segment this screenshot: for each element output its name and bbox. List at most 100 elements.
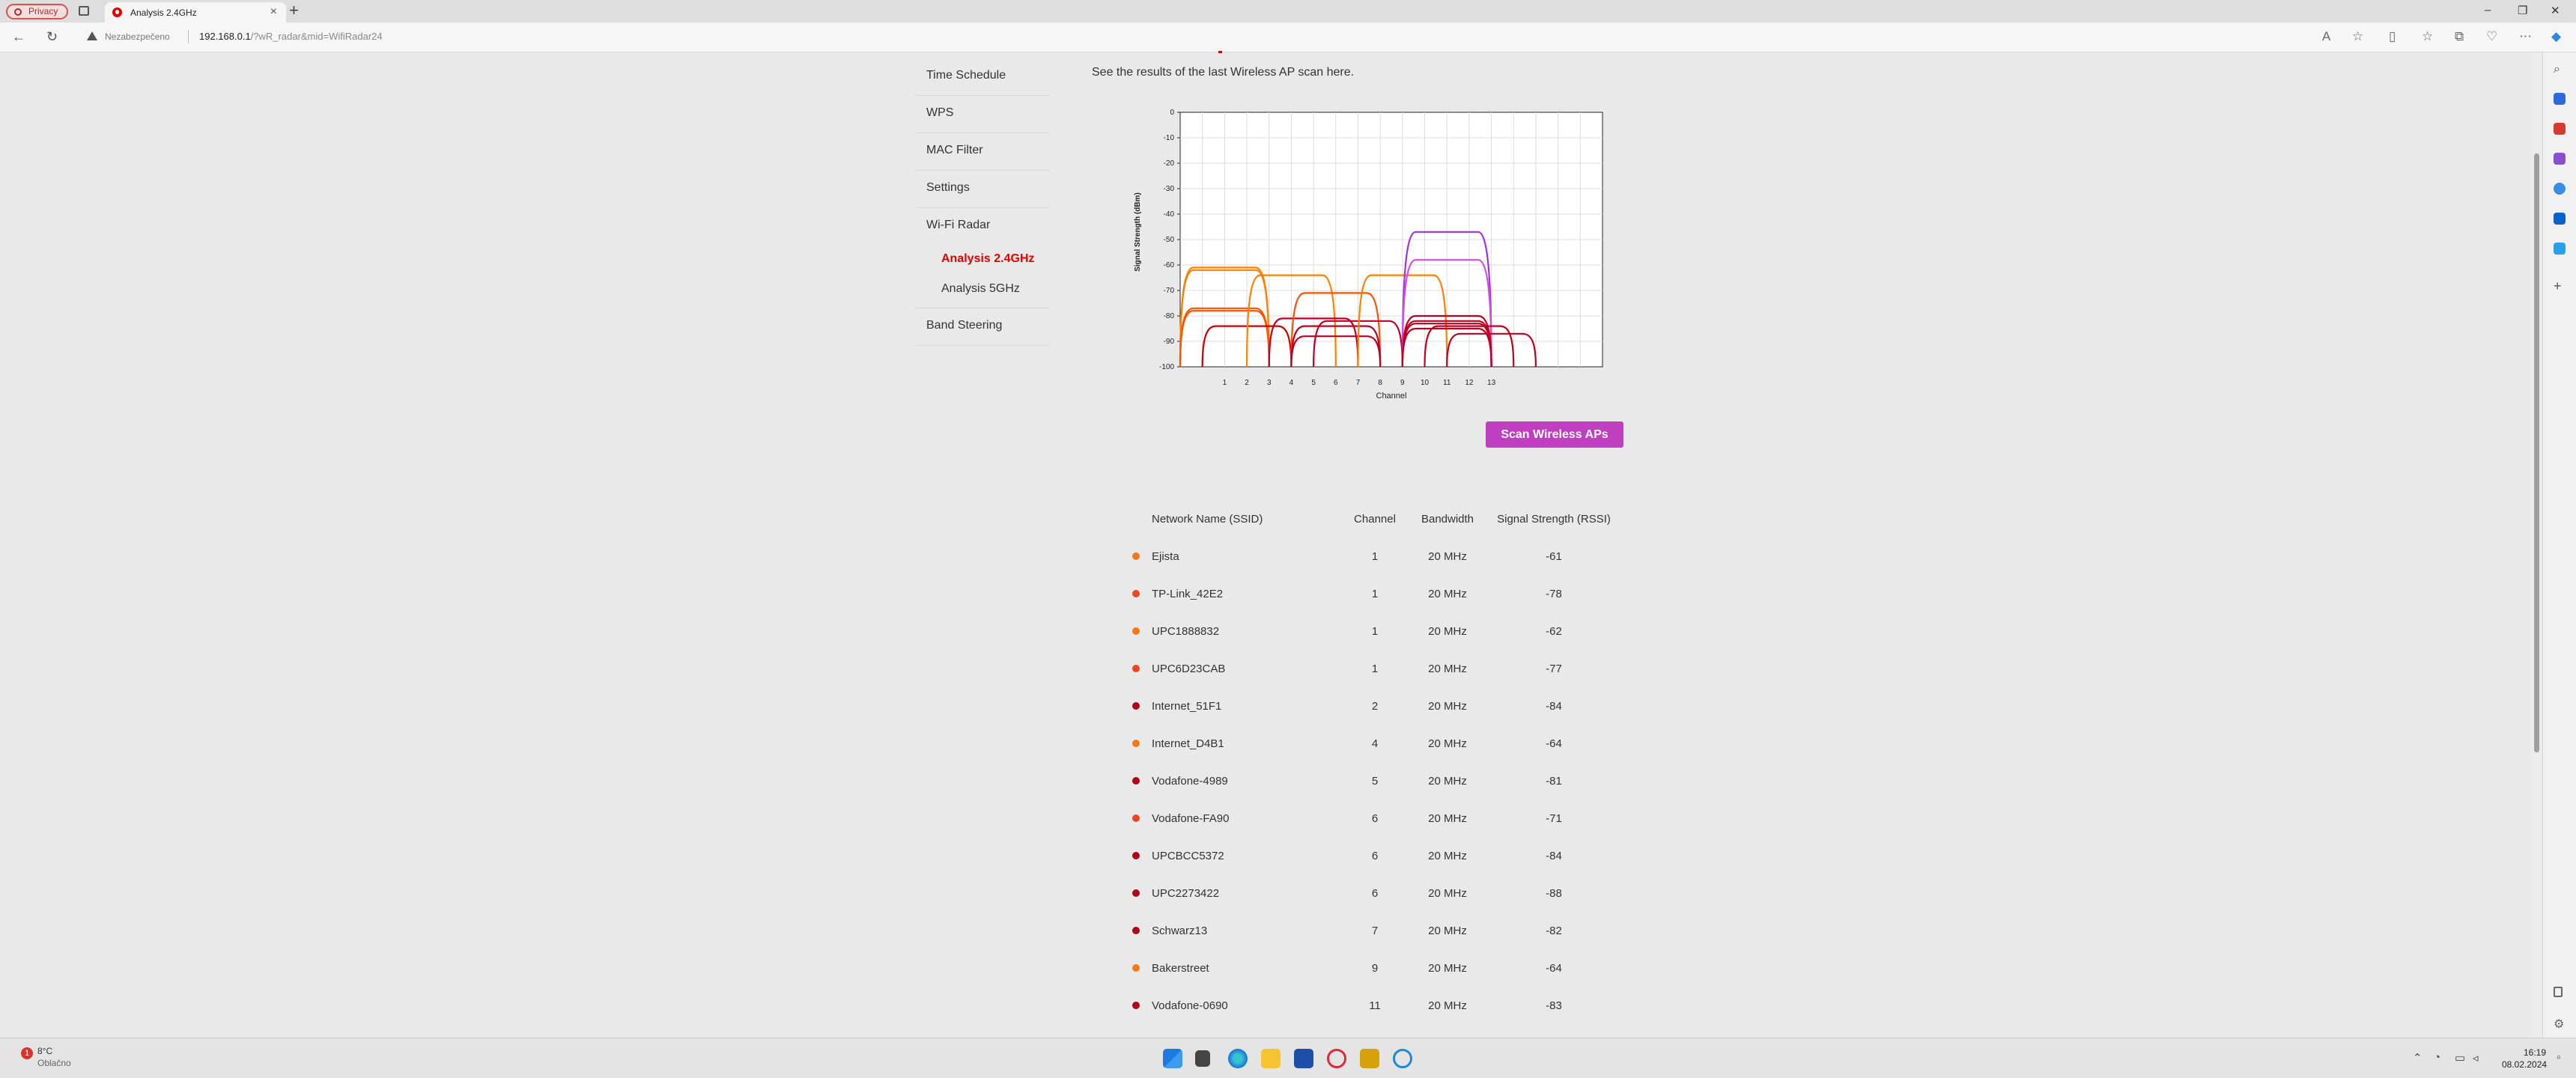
row-color-cell (1120, 987, 1152, 1024)
tray-app-icon[interactable]: ◔ (2434, 1051, 2441, 1064)
network-color-dot (1132, 664, 1140, 672)
channel-cell: 1 (1371, 624, 1379, 638)
signal-cell: -78 (1546, 587, 1562, 600)
favorite-star-icon[interactable]: ☆ (2352, 29, 2364, 43)
signal-cell: -77 (1546, 662, 1562, 675)
split-screen-icon[interactable]: ▯ (2389, 29, 2396, 43)
new-tab-button[interactable]: + (289, 1, 299, 19)
x-tick-label: 13 (1487, 379, 1496, 387)
network-signal-curve (1401, 231, 1492, 368)
table-row: Vodafone-4989 5 20 MHz -81 (1120, 762, 1623, 800)
tab-actions-icon[interactable] (79, 6, 89, 16)
network-color-dot (1132, 889, 1140, 897)
edge-browser-icon[interactable] (1228, 1049, 1248, 1068)
minimize-button[interactable]: – (2485, 4, 2491, 16)
page-scrollbar-thumb[interactable] (2534, 153, 2539, 752)
ssid-cell: Schwarz13 (1152, 924, 1208, 937)
table-row: Schwarz13 7 20 MHz -82 (1120, 912, 1623, 949)
ssid-cell: Ejista (1152, 549, 1179, 563)
maximize-button[interactable]: ❐ (2518, 4, 2528, 17)
profile-button[interactable]: Privacy (6, 4, 69, 19)
task-view-icon[interactable] (1195, 1050, 1210, 1067)
copilot-icon[interactable]: ◆ (2551, 29, 2562, 43)
nav-analysis-24ghz[interactable]: Analysis 2.4GHz (941, 252, 1035, 265)
settings-gear-icon[interactable]: ⚙ (2554, 1018, 2565, 1031)
bandwidth-cell: 20 MHz (1428, 961, 1467, 975)
clock-date[interactable]: 08.02.2024 (2502, 1059, 2548, 1070)
network-signal-curve (1245, 274, 1337, 368)
search-icon[interactable]: ⌕ (2554, 63, 2560, 76)
notifications-icon[interactable]: ▫ (2557, 1051, 2561, 1064)
url-field[interactable]: 192.168.0.1/?wR_radar&mid=WifiRadar24 (199, 31, 383, 42)
close-window-button[interactable]: ✕ (2551, 4, 2560, 17)
ssid-cell: UPCBCC5372 (1152, 849, 1224, 862)
bandwidth-cell: 20 MHz (1428, 549, 1467, 563)
store-icon[interactable] (1294, 1049, 1313, 1068)
header-signal: Signal Strength (RSSI) (1497, 512, 1611, 526)
clock-time[interactable]: 16:19 (2524, 1047, 2547, 1058)
profile-icon (14, 8, 22, 16)
address-bar-row: ← ↻ Nezabezpečeno 192.168.0.1/?wR_radar&… (0, 22, 2576, 52)
more-menu-icon[interactable]: ⋯ (2519, 29, 2532, 43)
tools-icon[interactable] (2554, 123, 2566, 135)
weather-alert-badge[interactable]: 1 (21, 1047, 33, 1059)
opera-icon[interactable] (1327, 1049, 1346, 1068)
row-color-cell (1120, 538, 1152, 575)
table-row: Ejista 1 20 MHz -61 (1120, 538, 1623, 575)
network-signal-curve (1268, 317, 1359, 368)
tray-overflow-icon[interactable]: ⌃ (2413, 1052, 2422, 1065)
nav-band-steering[interactable]: Band Steering (915, 308, 1050, 346)
nav-mac-filter[interactable]: MAC Filter (915, 133, 1050, 171)
title-fragment (1218, 51, 1222, 53)
shopping-cart-icon[interactable] (2554, 243, 2566, 255)
nav-wps[interactable]: WPS (915, 96, 1050, 133)
sidebar-toggle-icon[interactable] (2554, 987, 2563, 997)
x-tick-label: 11 (1443, 379, 1451, 387)
signal-cell: -62 (1546, 624, 1562, 638)
nav-wifi-radar[interactable]: Wi-Fi Radar (926, 219, 991, 231)
network-signal-curve (1290, 325, 1382, 368)
table-row: Internet_51F1 2 20 MHz -84 (1120, 687, 1623, 725)
x-tick-label: 1 (1223, 379, 1227, 387)
table-row: UPC2273422 6 20 MHz -88 (1120, 874, 1623, 912)
browser-essentials-icon[interactable]: ♡ (2486, 29, 2498, 43)
app-icon-blue-ring[interactable] (1393, 1049, 1412, 1068)
app-icon-yellow[interactable] (1360, 1049, 1379, 1068)
bandwidth-cell: 20 MHz (1428, 624, 1467, 638)
y-tick-label: -40 (1164, 210, 1175, 219)
start-windows-icon[interactable] (1163, 1049, 1182, 1068)
shopping-tag-icon[interactable] (2554, 93, 2566, 105)
add-sidebar-app-icon[interactable]: + (2554, 278, 2562, 293)
profile-label: Privacy (28, 6, 58, 16)
favorites-icon[interactable]: ☆ (2422, 29, 2434, 43)
back-icon[interactable]: ← (12, 29, 25, 44)
nav-time-schedule[interactable]: Time Schedule (915, 58, 1050, 96)
nav-analysis-5ghz[interactable]: Analysis 5GHz (915, 275, 1050, 308)
ssid-cell: Internet_D4B1 (1152, 737, 1224, 750)
security-label[interactable]: Nezabezpečeno (105, 31, 170, 42)
edge-sidebar: ⌕ + ⚙ (2542, 52, 2576, 1038)
outlook-icon[interactable] (2554, 213, 2566, 225)
tab-close-icon[interactable]: × (270, 5, 277, 18)
y-tick-label: 0 (1170, 109, 1174, 117)
ssid-cell: UPC1888832 (1152, 624, 1220, 638)
weather-description[interactable]: Oblačno (37, 1058, 71, 1068)
tab-analysis[interactable]: Analysis 2.4GHz × (105, 2, 286, 22)
table-row: UPCBCC5372 6 20 MHz -84 (1120, 837, 1623, 874)
network-color-dot (1132, 851, 1140, 859)
network-signal-curve (1179, 307, 1270, 368)
volume-icon[interactable]: ◃ (2473, 1052, 2479, 1065)
channel-cell: 5 (1371, 774, 1379, 788)
microsoft-365-icon[interactable] (2554, 183, 2566, 195)
scan-wireless-aps-button[interactable]: Scan Wireless APs (1486, 421, 1623, 448)
network-signal-curve (1401, 327, 1492, 368)
collections-icon[interactable]: ⧉ (2455, 29, 2464, 43)
refresh-icon[interactable]: ↻ (46, 29, 58, 44)
weather-temperature[interactable]: 8°C (37, 1046, 53, 1056)
nav-settings[interactable]: Settings (915, 171, 1050, 208)
read-aloud-icon[interactable]: A (2322, 29, 2331, 43)
games-icon[interactable] (2554, 153, 2566, 165)
network-icon[interactable]: ▭ (2455, 1052, 2466, 1065)
file-explorer-icon[interactable] (1261, 1049, 1281, 1068)
